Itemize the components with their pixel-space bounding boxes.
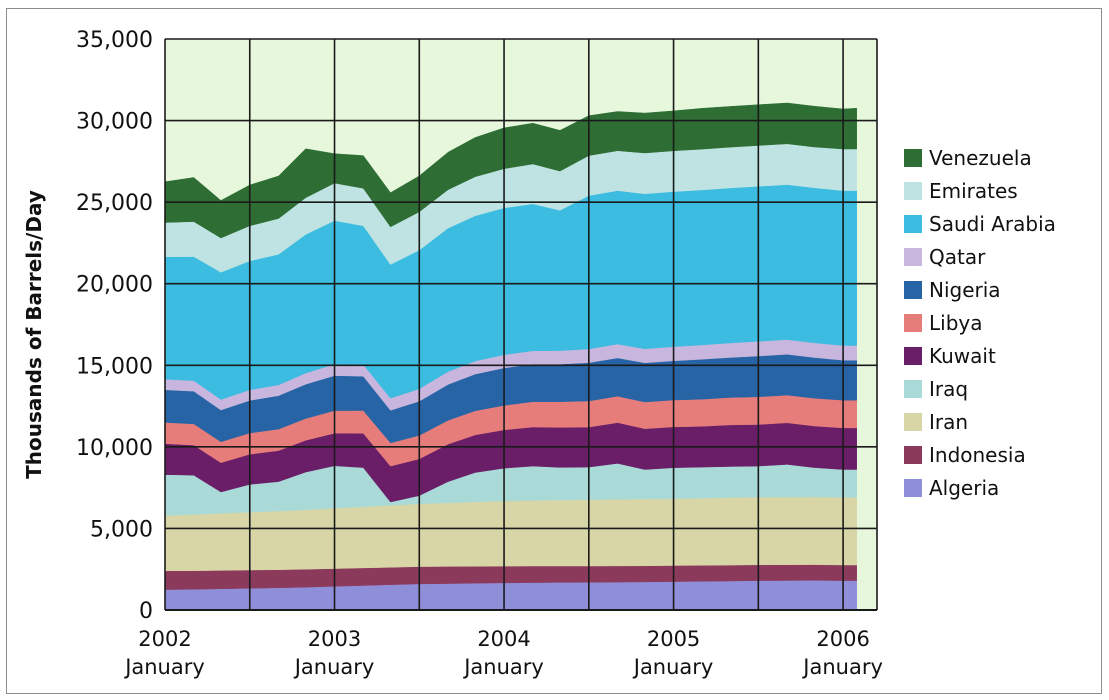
y-tick-label: 15,000: [76, 354, 153, 379]
area-venezuela: [165, 102, 857, 239]
legend-swatch-nigeria: [904, 281, 922, 299]
legend-swatch-venezuela: [904, 149, 922, 167]
y-tick-label: 5,000: [90, 517, 153, 542]
legend-swatch-iraq: [904, 380, 922, 398]
y-tick-label: 0: [139, 599, 153, 624]
stacked-area-chart: 0 5,000 10,000 15,000 20,000 25,000 30,000 35,0…: [22, 28, 1056, 679]
y-tick-label: 35,000: [76, 28, 153, 53]
y-axis-ticks: 0 5,000 10,000 15,000 20,000 25,000 30,000 35,0…: [76, 28, 153, 624]
x-tick-month: January: [632, 655, 714, 679]
area-series-group: [165, 102, 857, 610]
legend-swatch-emirates: [904, 182, 922, 200]
legend-swatch-indonesia: [904, 446, 922, 464]
x-axis-ticks: 2002 January 2003 January 2004 January 2005 Jan…: [123, 627, 883, 679]
legend-label: Iraq: [929, 377, 968, 401]
chart-frame: 0 5,000 10,000 15,000 20,000 25,000 30,000 35,0…: [6, 8, 1102, 694]
legend-label: Qatar: [929, 245, 986, 269]
legend-swatch-qatar: [904, 248, 922, 266]
x-tick-month: January: [123, 655, 205, 679]
y-tick-label: 20,000: [76, 273, 153, 298]
y-tick-label: 30,000: [76, 110, 153, 135]
gridlines: [164, 38, 878, 611]
x-tick-year: 2005: [647, 627, 700, 651]
legend-label: Kuwait: [929, 344, 996, 368]
legend-swatch-saudi-arabia: [904, 215, 922, 233]
legend-label: Algeria: [929, 476, 999, 500]
x-tick-month: January: [293, 655, 375, 679]
legend-label: Indonesia: [929, 443, 1026, 467]
x-tick-month: January: [801, 655, 883, 679]
x-tick-year: 2006: [816, 627, 869, 651]
legend-swatch-libya: [904, 314, 922, 332]
legend: Venezuela Emirates Saudi Arabia Qatar Nigeri…: [904, 146, 1056, 500]
y-tick-label: 10,000: [76, 436, 153, 461]
legend-label: Iran: [929, 410, 968, 434]
x-tick-year: 2003: [308, 627, 361, 651]
legend-swatch-algeria: [904, 479, 922, 497]
x-tick-month: January: [462, 655, 544, 679]
x-tick-year: 2002: [138, 627, 191, 651]
x-tick-year: 2004: [477, 627, 530, 651]
legend-swatch-kuwait: [904, 347, 922, 365]
y-tick-label: 25,000: [76, 191, 153, 216]
y-axis-label: Thousands of Barrels/Day: [22, 190, 46, 479]
legend-label: Nigeria: [929, 278, 1001, 302]
legend-label: Libya: [929, 311, 983, 335]
legend-label: Saudi Arabia: [929, 212, 1056, 236]
legend-label: Venezuela: [929, 146, 1032, 170]
legend-label: Emirates: [929, 179, 1018, 203]
legend-swatch-iran: [904, 413, 922, 431]
